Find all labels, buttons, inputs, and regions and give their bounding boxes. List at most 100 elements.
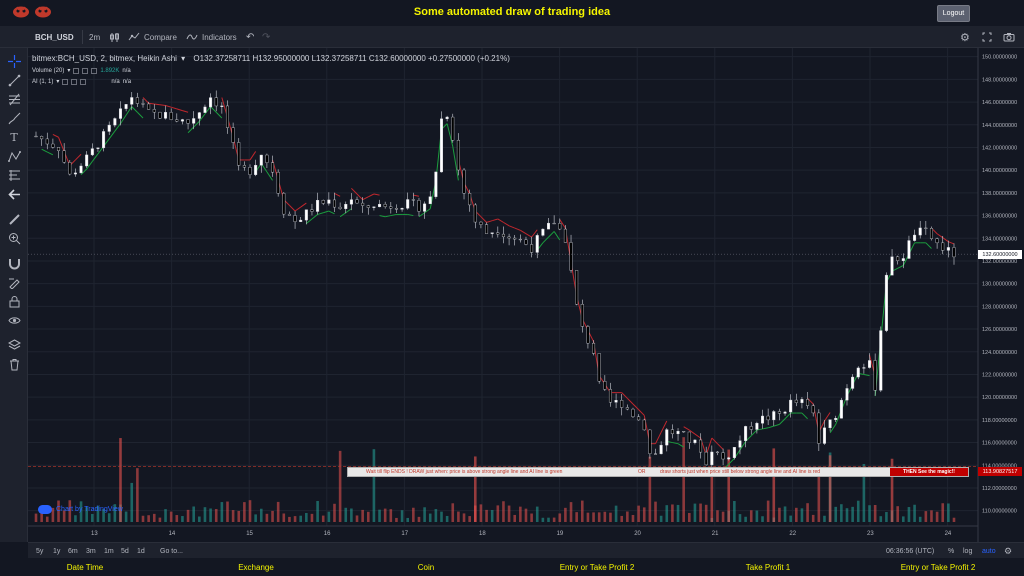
candle-body [293,215,297,222]
candle-body [586,326,590,344]
tradingview-badge[interactable]: Chart by TradingView [38,505,123,514]
price-tick-label: 126.00000000 [982,327,1017,333]
volume-bar [918,516,922,522]
chevron-down-icon[interactable]: ▾ [56,79,60,85]
volume-spike [119,438,122,522]
percent-scale-toggle[interactable]: % [948,547,955,555]
candle-body [338,206,342,209]
trash-icon[interactable] [7,357,21,371]
magnet-icon[interactable] [7,256,21,270]
ai-line-segment [345,208,352,214]
candle-body [929,228,933,239]
volume-bar [626,511,629,522]
candle-body [620,400,624,408]
ai-line-segment [137,111,144,119]
lock-icon[interactable] [7,294,21,308]
candle-body [822,427,826,444]
timeframe-1d[interactable]: 1d [137,547,145,555]
candle-body [237,142,241,166]
timeframe-1y[interactable]: 1y [53,547,61,555]
trade-idea-annotation[interactable]: Wait till flip ENDS ! DRAW just when: pr… [347,467,969,477]
crosshair-icon[interactable] [7,54,21,68]
candle-body [473,204,477,223]
price-chart[interactable]: 150.00000000 148.00000000 146.00000000 144.… [28,48,1024,542]
candle-body [648,429,652,454]
volume-na: n/a [122,67,131,74]
timeframe-1m[interactable]: 1m [104,547,114,555]
volume-bar [547,517,550,522]
indicators-button[interactable]: Indicators [186,26,237,48]
eye-icon[interactable] [62,78,69,85]
redo-icon[interactable]: ↷ [262,31,271,43]
clock-time[interactable]: 06:36:56 (UTC) [886,547,935,555]
zoom-in-icon[interactable] [7,231,21,245]
candle-body [423,203,427,212]
close-icon[interactable] [91,67,98,74]
candle-body [631,408,635,418]
candle-body [225,105,229,128]
camera-icon[interactable] [1003,26,1015,48]
fib-tool-icon[interactable] [7,92,21,106]
price-tick-label: 122.00000000 [982,372,1017,378]
settings-gear-icon[interactable]: ⚙ [1004,545,1013,556]
volume-bar [648,456,652,522]
volume-study-label[interactable]: Volume (20) [32,67,65,74]
ruler-icon[interactable] [7,212,21,226]
settings-gear-icon[interactable]: ⚙ [960,31,970,44]
ai-study-label[interactable]: AI (1, 1) [32,78,54,85]
ai-line-segment [159,104,166,106]
candle-body [282,193,286,215]
timeframe-3m[interactable]: 3m [86,547,96,555]
stay-drawing-icon[interactable] [7,275,21,289]
interval-selector[interactable]: 2m [89,32,101,42]
text-tool-icon[interactable]: T [10,130,18,144]
candle-body [592,342,596,354]
volume-bar [451,503,455,522]
logout-button[interactable]: Logout [937,5,970,22]
ai-line-segment [339,212,347,218]
ai-line-segment [171,106,177,110]
back-arrow-icon[interactable] [7,187,21,201]
candle-body [659,444,663,455]
fullscreen-icon[interactable] [982,26,992,48]
drawing-toolbar: T [0,48,28,542]
candle-body [158,111,162,119]
candle-body [152,109,156,113]
volume-bar [513,514,517,522]
undo-icon[interactable]: ↶ [246,31,255,43]
symbol-selector[interactable]: BCH_USD [35,32,74,42]
chevron-down-icon[interactable]: ▾ [67,68,71,74]
time-tick-label: 17 [401,531,408,537]
candle-body [400,208,404,210]
brush-icon[interactable] [7,111,21,125]
volume-bar [440,511,443,522]
settings-icon[interactable] [71,78,78,85]
candle-body [259,154,263,166]
timeframe-5d[interactable]: 5d [121,547,129,555]
candle-body [68,162,72,175]
timeframe-6m[interactable]: 6m [68,547,78,555]
timeframe-5y[interactable]: 5y [36,547,44,555]
chart-style-button[interactable] [109,26,120,48]
close-icon[interactable] [80,78,87,85]
layers-icon[interactable] [7,338,21,352]
candle-body [445,116,449,120]
candle-body [637,416,641,421]
goto-date-button[interactable]: Go to... [160,547,183,555]
prediction-tool-icon[interactable] [7,168,21,182]
settings-icon[interactable] [82,67,89,74]
eye-icon[interactable] [73,67,80,74]
pattern-tool-icon[interactable] [7,149,21,163]
symbol-description[interactable]: bitmex:BCH_USD, 2, bitmex, Heikin Ashi [32,54,177,63]
volume-bar [468,516,471,522]
compare-button[interactable]: Compare [128,26,177,48]
ai-line-segment [492,218,498,222]
chevron-down-icon[interactable]: ▾ [181,54,186,63]
auto-scale-toggle[interactable]: auto [982,547,996,555]
trend-line-icon[interactable] [7,73,21,87]
log-scale-toggle[interactable]: log [963,547,973,555]
candle-body [254,164,258,175]
price-axis-background [978,48,1024,542]
ai-line-segment [626,397,634,405]
eye-icon[interactable] [7,313,21,327]
